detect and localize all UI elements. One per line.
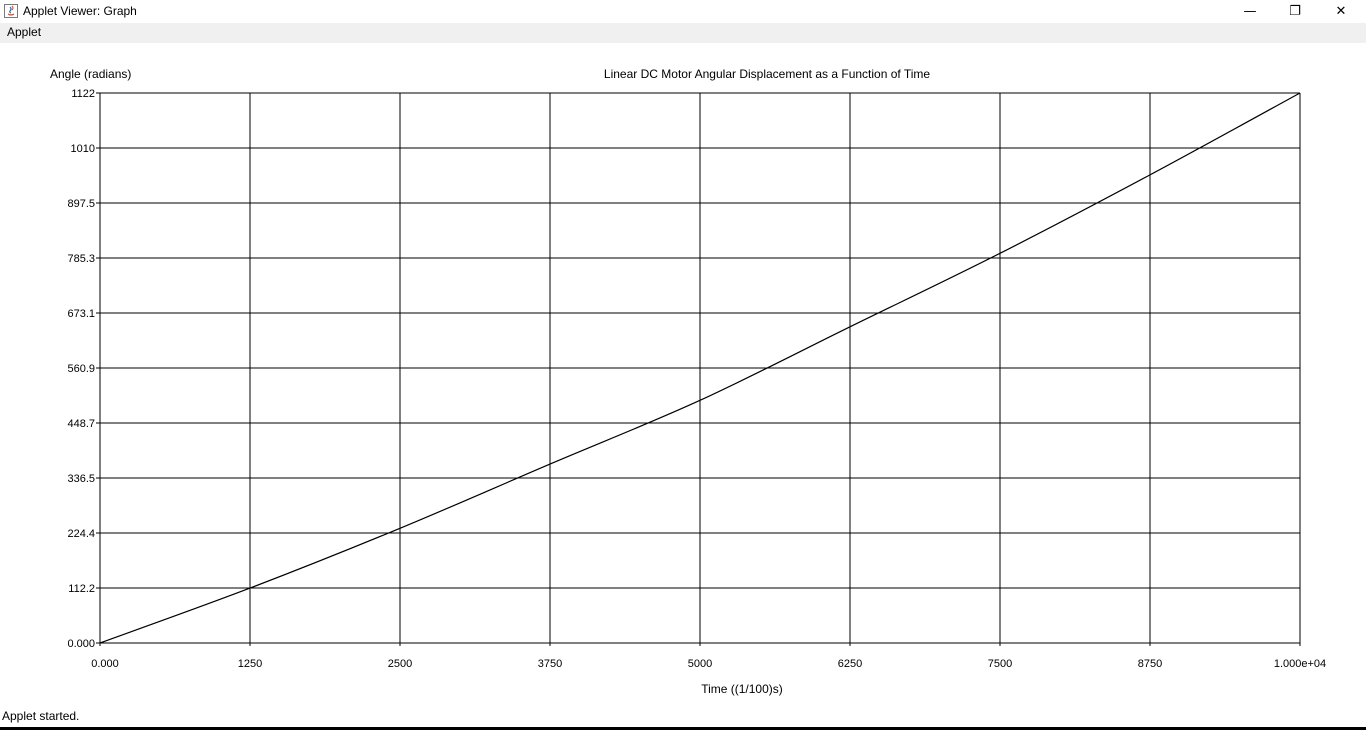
y-tick-label: 448.7	[67, 418, 95, 430]
y-tick-label: 673.1	[67, 308, 95, 320]
x-tick-label: 6250	[838, 658, 862, 670]
y-tick-label: 1010	[71, 143, 95, 155]
x-tick-label: 0.000	[91, 658, 119, 670]
y-tick-label: 336.5	[67, 473, 95, 485]
menu-bar: Applet	[0, 23, 1366, 43]
menu-applet[interactable]: Applet	[7, 25, 42, 39]
x-tick-label: 7500	[988, 658, 1012, 670]
status-text: Applet started.	[2, 709, 80, 723]
close-button[interactable]: ✕	[1335, 4, 1347, 19]
x-tick-label: 1250	[238, 658, 262, 670]
x-axis-label: Time ((1/100)s)	[701, 682, 783, 696]
y-tick-label: 785.3	[67, 253, 95, 265]
window-bottom-border	[0, 727, 1366, 730]
y-tick-label: 1122	[71, 88, 95, 100]
minimize-button[interactable]: —	[1243, 4, 1257, 19]
series-line	[99, 92, 1301, 644]
graph-panel: 0.000 1250 2500 3750 5000 6250 7500 8750 1.000e+…	[0, 43, 1366, 707]
java-app-icon	[4, 4, 18, 18]
x-tick-label: 3750	[538, 658, 562, 670]
y-tick-label: 560.9	[67, 363, 95, 375]
x-tick-label: 1.000e+04	[1274, 658, 1326, 670]
y-tick-label: 897.5	[67, 198, 95, 210]
window-title: Applet Viewer: Graph	[23, 4, 137, 18]
y-tick-label: 0.000	[67, 638, 95, 650]
x-tick-label: 8750	[1138, 658, 1162, 670]
title-bar: Applet Viewer: Graph — ❐ ✕	[0, 0, 1366, 23]
line-chart: 0.000 1250 2500 3750 5000 6250 7500 8750 1.000e+…	[50, 67, 1326, 696]
y-tick-label: 224.4	[67, 528, 95, 540]
maximize-button[interactable]: ❐	[1289, 4, 1301, 19]
y-axis-label: Angle (radians)	[50, 67, 131, 81]
x-tick-label: 2500	[388, 658, 412, 670]
x-tick-label: 5000	[688, 658, 712, 670]
y-tick-label: 112.2	[68, 583, 95, 595]
chart-title: Linear DC Motor Angular Displacement as …	[604, 67, 930, 81]
